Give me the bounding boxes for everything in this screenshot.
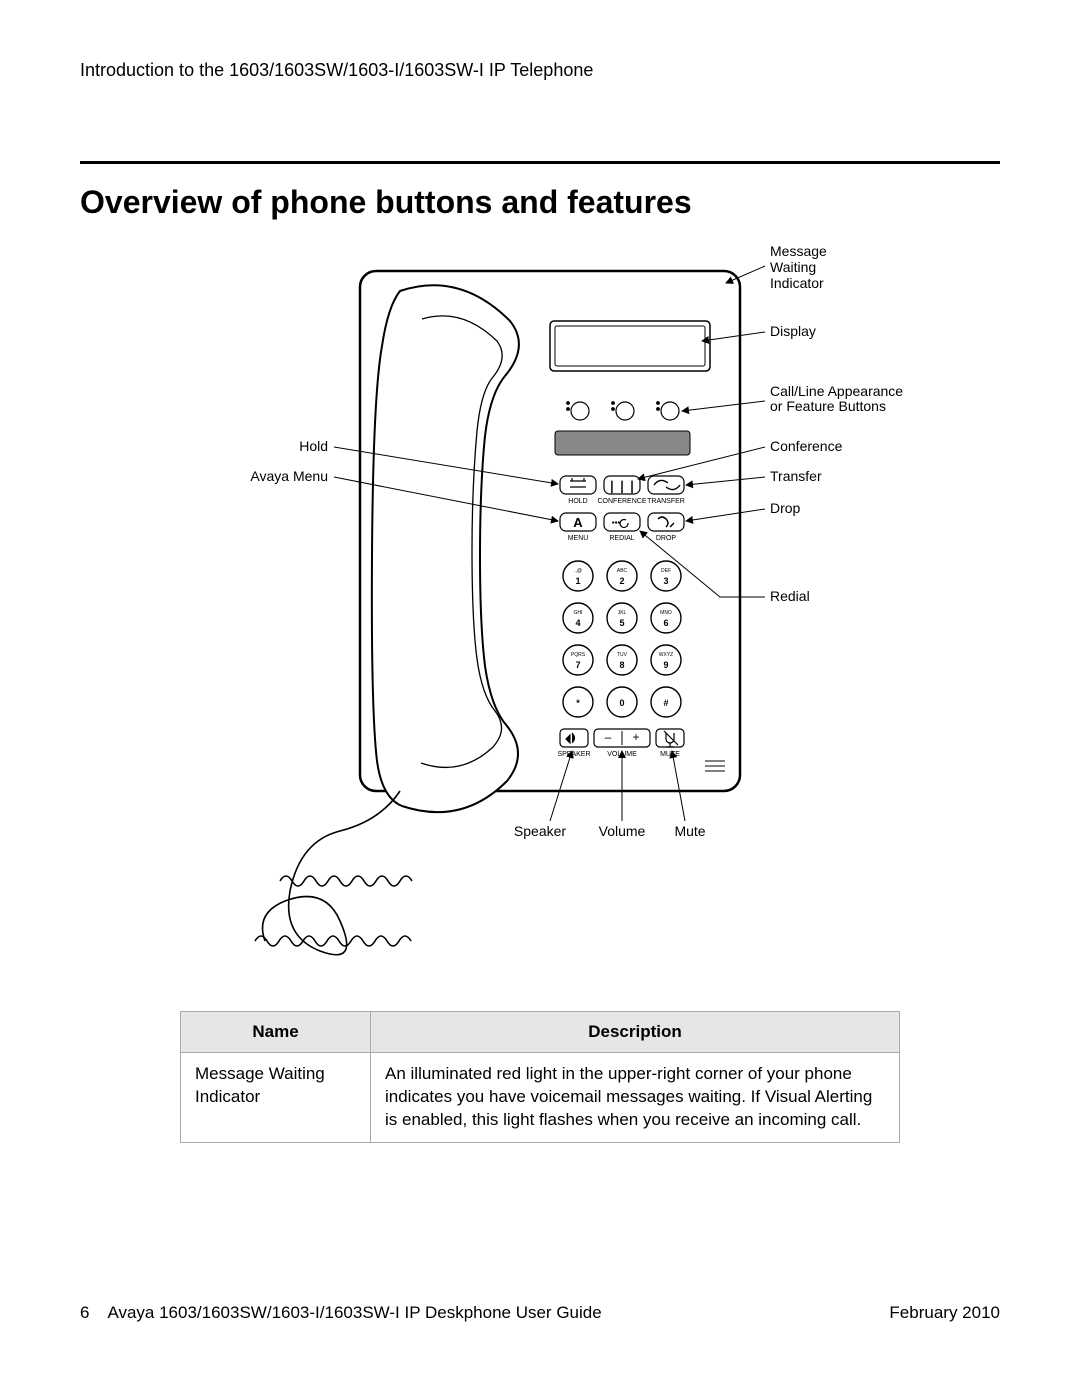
label-avaya-menu: Avaya Menu xyxy=(250,468,328,484)
conference-sublabel: CONFERENCE xyxy=(597,498,646,505)
mute-sublabel: MUTE xyxy=(660,751,680,758)
label-volume: Volume xyxy=(599,823,646,839)
footer-date: February 2010 xyxy=(889,1303,1000,1323)
svg-text:+: + xyxy=(632,730,639,744)
label-transfer: Transfer xyxy=(770,468,822,484)
svg-text:.,@: .,@ xyxy=(574,568,582,574)
svg-text:WXYZ: WXYZ xyxy=(659,652,673,658)
hold-sublabel: HOLD xyxy=(568,498,587,505)
svg-text:4: 4 xyxy=(575,618,580,628)
svg-text:9: 9 xyxy=(663,660,668,670)
svg-text:❘❘❘: ❘❘❘ xyxy=(607,479,637,494)
svg-text:DEF: DEF xyxy=(661,568,671,574)
section-title: Overview of phone buttons and features xyxy=(80,184,1000,221)
svg-text:A: A xyxy=(573,515,583,530)
label-mute: Mute xyxy=(674,823,705,839)
svg-text:*: * xyxy=(576,698,580,708)
redial-sublabel: REDIAL xyxy=(609,535,634,542)
svg-text:GHI: GHI xyxy=(574,610,583,616)
svg-text:–: – xyxy=(605,730,612,744)
page-footer: 6 Avaya 1603/1603SW/1603-I/1603SW-I IP D… xyxy=(80,1283,1000,1323)
svg-text:0: 0 xyxy=(619,698,624,708)
transfer-sublabel: TRANSFER xyxy=(647,498,685,505)
svg-text:▪▪▪: ▪▪▪ xyxy=(612,518,621,527)
page-number: 6 xyxy=(80,1303,89,1322)
label-call-line: Call/Line Appearance or Feature Buttons xyxy=(770,383,907,414)
table-cell-name: Message Waiting Indicator xyxy=(181,1053,371,1143)
table-cell-description: An illuminated red light in the upper-ri… xyxy=(371,1053,900,1143)
speaker-sublabel: SPEAKER xyxy=(557,751,590,758)
footer-doc-title: Avaya 1603/1603SW/1603-I/1603SW-I IP Des… xyxy=(107,1303,601,1322)
svg-text:JKL: JKL xyxy=(618,610,627,616)
phone-diagram-svg: ❘❘❘ HOLD CONFERENCE TRANSFER A ▪▪▪ MENU … xyxy=(160,241,920,981)
label-mwi: Message Waiting Indicator xyxy=(770,243,831,291)
svg-text:3: 3 xyxy=(663,576,668,586)
drop-sublabel: DROP xyxy=(656,535,677,542)
features-table: Name Description Message Waiting Indicat… xyxy=(180,1011,900,1143)
phone-diagram: ❘❘❘ HOLD CONFERENCE TRANSFER A ▪▪▪ MENU … xyxy=(80,241,1000,981)
svg-text:7: 7 xyxy=(575,660,580,670)
label-display: Display xyxy=(770,323,816,339)
svg-text:ABC: ABC xyxy=(617,568,628,574)
svg-text:TUV: TUV xyxy=(617,652,628,658)
svg-text:#: # xyxy=(663,698,668,708)
svg-text:5: 5 xyxy=(619,618,624,628)
label-conference: Conference xyxy=(770,438,843,454)
svg-text:PQRS: PQRS xyxy=(571,652,586,658)
svg-text:MNO: MNO xyxy=(660,610,672,616)
table-row: Message Waiting Indicator An illuminated… xyxy=(181,1053,900,1143)
svg-text:8: 8 xyxy=(619,660,624,670)
svg-text:6: 6 xyxy=(663,618,668,628)
svg-text:2: 2 xyxy=(619,576,624,586)
menu-sublabel: MENU xyxy=(568,535,589,542)
table-header-description: Description xyxy=(371,1012,900,1053)
label-speaker: Speaker xyxy=(514,823,566,839)
running-header: Introduction to the 1603/1603SW/1603-I/1… xyxy=(80,60,1000,81)
label-hold: Hold xyxy=(299,438,328,454)
svg-text:1: 1 xyxy=(575,576,580,586)
table-header-name: Name xyxy=(181,1012,371,1053)
section-rule xyxy=(80,161,1000,164)
label-redial: Redial xyxy=(770,588,810,604)
label-drop: Drop xyxy=(770,500,801,516)
